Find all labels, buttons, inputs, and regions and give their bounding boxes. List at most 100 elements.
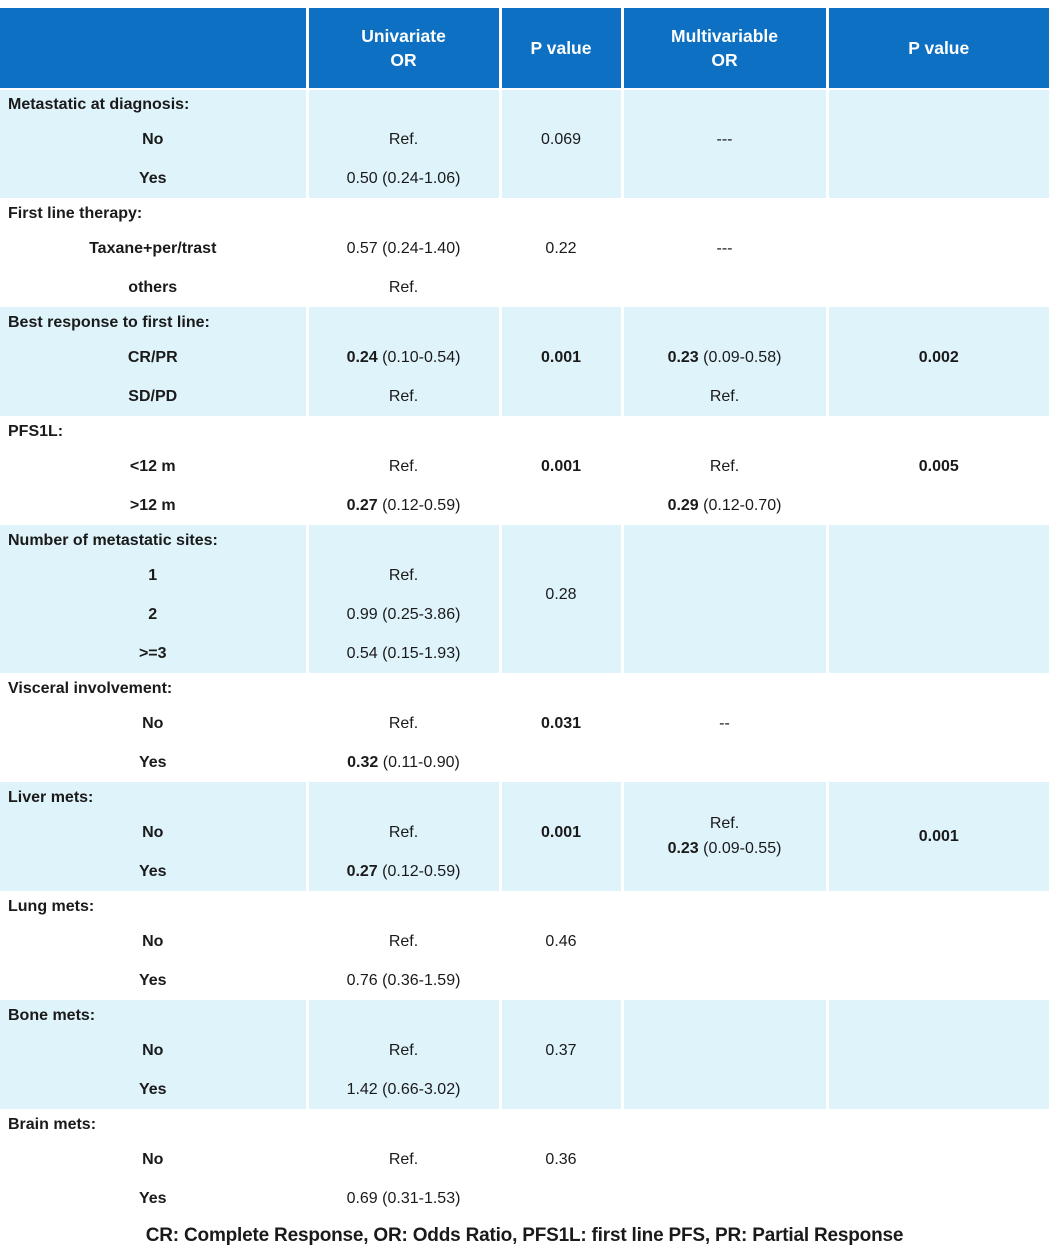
section-header-row: Bone mets:	[0, 1000, 1049, 1031]
empty-cell	[500, 782, 624, 813]
empty-cell	[622, 891, 829, 922]
table-row: Yes 0.27 (0.12-0.59)	[0, 852, 1049, 891]
univariate-or-cell: 0.27 (0.12-0.59)	[307, 852, 502, 891]
univariate-pvalue-cell: 0.031	[500, 704, 624, 743]
empty-cell	[827, 922, 1049, 961]
empty-cell	[827, 704, 1049, 743]
table-header: Univariate OR P value Multivariable OR P…	[0, 8, 1049, 90]
multivariable-or-cell: Ref.	[622, 377, 829, 416]
section-title: Number of metastatic sites:	[0, 525, 309, 556]
table-row: <12 m Ref. 0.001 Ref. 0.005	[0, 447, 1049, 486]
univariate-pvalue-cell: 0.28	[500, 556, 624, 634]
univariate-pvalue-cell: 0.36	[500, 1140, 624, 1179]
univariate-or-cell: Ref.	[307, 704, 502, 743]
empty-cell	[307, 673, 502, 704]
empty-cell	[827, 229, 1049, 268]
empty-cell	[827, 416, 1049, 447]
section-header-row: PFS1L:	[0, 416, 1049, 447]
multivariable-pvalue-cell: 0.001	[827, 782, 1049, 891]
table-row: >=3 0.54 (0.15-1.93)	[0, 634, 1049, 673]
empty-cell	[827, 377, 1049, 416]
empty-cell	[827, 1140, 1049, 1179]
header-row: Univariate OR P value Multivariable OR P…	[0, 8, 1049, 90]
section-title: PFS1L:	[0, 416, 309, 447]
empty-cell	[500, 486, 624, 525]
empty-cell	[827, 556, 1049, 595]
row-label: No	[0, 120, 309, 159]
empty-cell	[827, 634, 1049, 673]
empty-cell	[500, 525, 624, 556]
empty-cell	[500, 634, 624, 673]
empty-cell	[622, 525, 829, 556]
table-row: Yes 0.69 (0.31-1.53)	[0, 1179, 1049, 1218]
empty-cell	[500, 1070, 624, 1109]
multivariable-or-cell: Ref. 0.23 (0.09-0.55)	[622, 782, 829, 891]
row-label: <12 m	[0, 447, 309, 486]
row-label: >12 m	[0, 486, 309, 525]
section-title: Liver mets:	[0, 782, 309, 813]
empty-cell	[307, 89, 502, 120]
page: Univariate OR P value Multivariable OR P…	[0, 8, 1049, 1252]
section-title: Bone mets:	[0, 1000, 309, 1031]
empty-cell	[827, 1109, 1049, 1140]
univariate-or-cell: Ref.	[307, 813, 502, 852]
empty-cell	[827, 673, 1049, 704]
section-title: Lung mets:	[0, 891, 309, 922]
section-header-row: Visceral involvement:	[0, 673, 1049, 704]
table-row: 1 Ref. 0.28	[0, 556, 1049, 634]
empty-cell	[307, 782, 502, 813]
table-row: No Ref. 0.031 --	[0, 704, 1049, 743]
row-label: Yes	[0, 852, 309, 891]
univariate-or-cell: Ref.	[307, 377, 502, 416]
empty-cell	[500, 891, 624, 922]
univariate-or-cell: 0.69 (0.31-1.53)	[307, 1179, 502, 1218]
univariate-or-cell: Ref.	[307, 120, 502, 159]
empty-cell	[500, 1179, 624, 1218]
section-header-row: Brain mets:	[0, 1109, 1049, 1140]
empty-cell	[500, 416, 624, 447]
empty-cell	[827, 743, 1049, 782]
table-row: No Ref. 0.37	[0, 1031, 1049, 1070]
empty-cell	[622, 1031, 829, 1070]
univariate-or-cell: 1.42 (0.66-3.02)	[307, 1070, 502, 1109]
row-label: No	[0, 704, 309, 743]
abbreviations-footnote: CR: Complete Response, OR: Odds Ratio, P…	[145, 1225, 904, 1246]
univariate-pvalue-cell: 0.46	[500, 922, 624, 961]
univariate-pvalue-cell: 0.069	[500, 120, 624, 159]
empty-cell	[827, 120, 1049, 159]
empty-cell	[827, 307, 1049, 338]
empty-cell	[827, 198, 1049, 229]
row-label: Yes	[0, 1179, 309, 1218]
table-body: Metastatic at diagnosis: No Ref. 0.069 --- Ye…	[0, 89, 1049, 1218]
empty-cell	[622, 1109, 829, 1140]
univariate-or-cell: Ref.	[307, 1031, 502, 1070]
row-label: 1	[0, 556, 309, 595]
multivariable-or-cell: Ref.	[622, 447, 829, 486]
section-title: Metastatic at diagnosis:	[0, 89, 309, 120]
empty-cell	[307, 198, 502, 229]
univariate-or-cell: Ref.	[307, 1140, 502, 1179]
univariate-pvalue-cell: 0.001	[500, 813, 624, 852]
empty-cell	[500, 1000, 624, 1031]
row-label: 2	[0, 595, 309, 634]
table-row: Yes 0.32 (0.11-0.90)	[0, 743, 1049, 782]
row-label: Taxane+per/trast	[0, 229, 309, 268]
empty-cell	[827, 1031, 1049, 1070]
table-row: Yes 0.50 (0.24-1.06)	[0, 159, 1049, 198]
header-multivariable-pvalue: P value	[827, 8, 1049, 90]
empty-cell	[500, 961, 624, 1000]
empty-cell	[622, 556, 829, 595]
univariate-or-cell: 0.32 (0.11-0.90)	[307, 743, 502, 782]
empty-cell	[500, 307, 624, 338]
section-header-row: Metastatic at diagnosis:	[0, 89, 1049, 120]
empty-cell	[500, 852, 624, 891]
empty-cell	[500, 268, 624, 307]
section-header-row: Liver mets: Ref. 0.23 (0.09-0.55) 0.001	[0, 782, 1049, 891]
univariate-pvalue-cell: 0.37	[500, 1031, 624, 1070]
empty-cell	[622, 961, 829, 1000]
empty-cell	[307, 891, 502, 922]
univariate-or-cell: 0.54 (0.15-1.93)	[307, 634, 502, 673]
row-label: No	[0, 1031, 309, 1070]
empty-cell	[622, 743, 829, 782]
empty-cell	[307, 416, 502, 447]
